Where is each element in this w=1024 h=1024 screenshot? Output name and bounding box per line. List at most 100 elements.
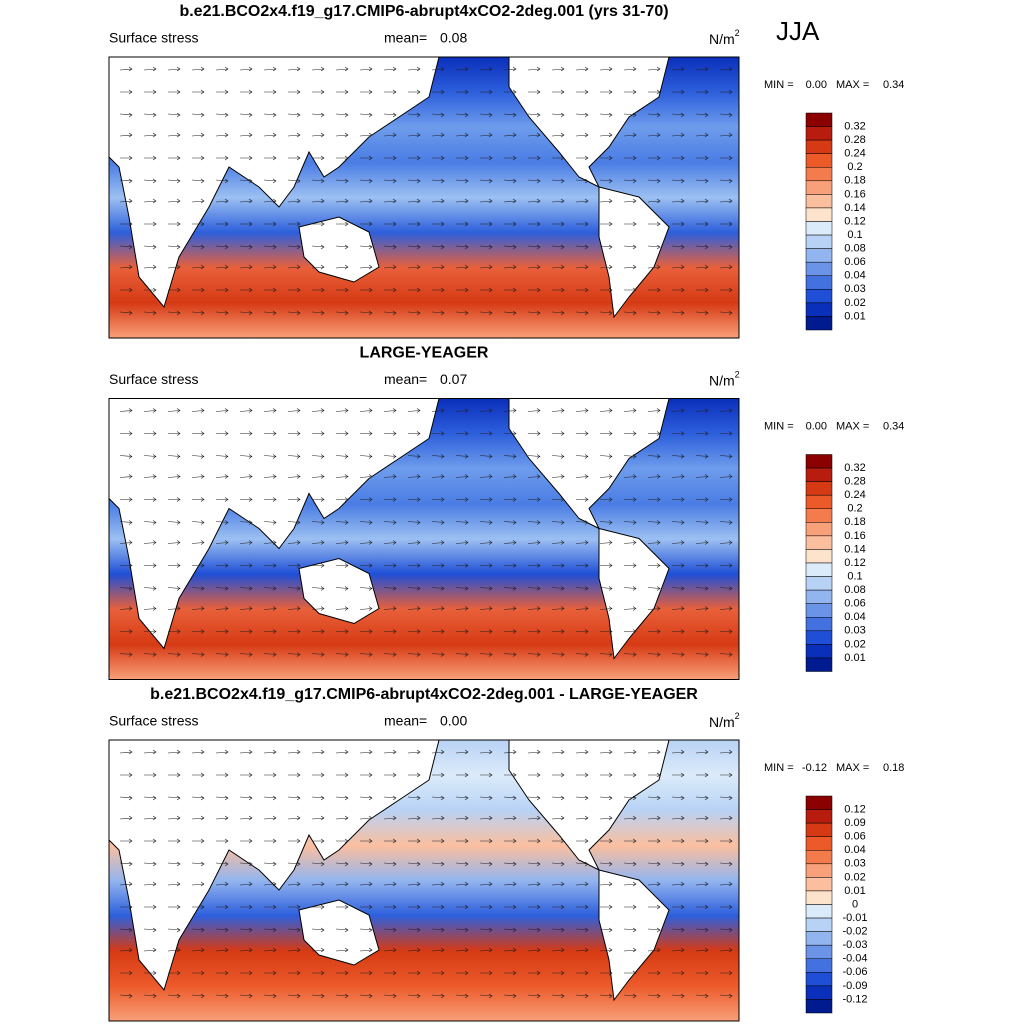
wind-arrow bbox=[575, 815, 589, 821]
wind-arrow bbox=[216, 904, 229, 910]
continent bbox=[598, 869, 670, 1002]
wind-arrow bbox=[167, 132, 181, 138]
wind-arrow bbox=[551, 586, 565, 591]
wind-arrow bbox=[191, 310, 205, 316]
wind-arrow bbox=[191, 881, 205, 887]
wind-arrow bbox=[623, 947, 637, 953]
wind-arrow bbox=[576, 221, 589, 227]
wind-arrow bbox=[431, 264, 445, 270]
wind-arrow bbox=[311, 815, 325, 821]
wind-arrow bbox=[407, 474, 421, 479]
wind-arrow bbox=[671, 178, 685, 184]
wind-arrow bbox=[647, 198, 661, 204]
wind-arrow bbox=[191, 264, 205, 270]
colorbar-box bbox=[805, 603, 833, 618]
wind-arrow bbox=[407, 520, 421, 525]
continent bbox=[598, 527, 670, 660]
wind-arrow bbox=[671, 652, 685, 657]
wind-arrow bbox=[191, 244, 205, 250]
wind-arrow bbox=[647, 586, 661, 591]
wind-arrow bbox=[383, 454, 397, 459]
wind-arrow bbox=[671, 520, 685, 525]
wind-arrow bbox=[695, 861, 709, 867]
wind-arrow bbox=[119, 540, 133, 545]
max-value: 0.34 bbox=[883, 79, 904, 91]
wind-arrow bbox=[167, 815, 181, 821]
wind-arrow bbox=[623, 198, 637, 204]
wind-arrow bbox=[311, 66, 325, 72]
wind-arrow bbox=[168, 221, 181, 227]
wind-arrow bbox=[575, 198, 589, 204]
wind-arrow bbox=[383, 112, 397, 118]
wind-arrow bbox=[720, 970, 733, 976]
wind-arrow bbox=[671, 474, 685, 479]
wind-arrow bbox=[719, 652, 733, 657]
wind-arrow bbox=[215, 264, 229, 270]
wind-arrow bbox=[431, 586, 445, 591]
wind-arrow bbox=[215, 795, 229, 801]
wind-arrow bbox=[143, 861, 157, 867]
wind-arrow bbox=[431, 795, 445, 801]
wind-arrow bbox=[288, 838, 301, 844]
wind-arrow bbox=[336, 287, 349, 293]
colorbar-box bbox=[805, 576, 833, 591]
wind-arrow bbox=[312, 629, 325, 634]
wind-arrow bbox=[647, 520, 661, 525]
wind-arrow bbox=[168, 89, 181, 95]
wind-arrow bbox=[384, 221, 397, 227]
wind-arrow bbox=[456, 629, 469, 634]
wind-arrow bbox=[624, 287, 637, 293]
colorbar-label: 0.14 bbox=[844, 202, 865, 214]
wind-arrow bbox=[552, 221, 565, 227]
wind-arrow bbox=[215, 586, 229, 591]
wind-arrow bbox=[576, 904, 589, 910]
wind-arrow bbox=[312, 155, 325, 161]
wind-arrow bbox=[672, 497, 685, 502]
wind-arrow bbox=[360, 904, 373, 910]
wind-arrow bbox=[143, 408, 157, 413]
wind-arrow bbox=[359, 132, 373, 138]
season-label: JJA bbox=[776, 16, 820, 46]
mean-value: 0.00 bbox=[440, 713, 467, 729]
wind-arrow bbox=[191, 408, 205, 413]
wind-arrow bbox=[215, 132, 229, 138]
wind-arrow bbox=[695, 927, 709, 933]
wind-arrow bbox=[263, 861, 277, 867]
colorbar-box bbox=[805, 126, 833, 141]
colorbar-label: -0.09 bbox=[842, 980, 867, 992]
wind-arrow bbox=[432, 904, 445, 910]
colorbar-box bbox=[805, 972, 833, 987]
wind-arrow bbox=[575, 112, 589, 118]
wind-arrow bbox=[311, 454, 325, 459]
wind-arrow bbox=[599, 586, 613, 591]
wind-arrow bbox=[359, 606, 373, 611]
wind-arrow bbox=[215, 310, 229, 316]
wind-arrow bbox=[408, 155, 421, 161]
colorbar-label: -0.04 bbox=[842, 953, 867, 965]
wind-arrow bbox=[191, 520, 205, 525]
wind-arrow bbox=[695, 310, 709, 316]
wind-arrow bbox=[719, 112, 733, 118]
wind-arrow bbox=[383, 408, 397, 413]
wind-arrow bbox=[287, 244, 301, 250]
wind-arrow bbox=[671, 947, 685, 953]
wind-arrow bbox=[407, 927, 421, 933]
wind-arrow bbox=[215, 749, 229, 755]
wind-arrow bbox=[288, 221, 301, 227]
wind-arrow bbox=[480, 629, 493, 634]
colorbar-label: 0 bbox=[852, 898, 858, 910]
wind-arrow bbox=[527, 795, 541, 801]
wind-arrow bbox=[359, 815, 373, 821]
wind-arrow bbox=[191, 474, 205, 479]
wind-arrow bbox=[504, 838, 517, 844]
wind-arrow bbox=[671, 408, 685, 413]
wind-arrow bbox=[119, 132, 133, 138]
colorbar-box bbox=[805, 863, 833, 878]
wind-arrow bbox=[407, 132, 421, 138]
wind-arrow bbox=[167, 264, 181, 270]
units: N/m2 bbox=[709, 28, 740, 46]
colorbar-label: 0.2 bbox=[847, 161, 862, 173]
wind-arrow bbox=[432, 497, 445, 502]
wind-arrow bbox=[623, 310, 637, 316]
wind-arrow bbox=[263, 881, 277, 887]
